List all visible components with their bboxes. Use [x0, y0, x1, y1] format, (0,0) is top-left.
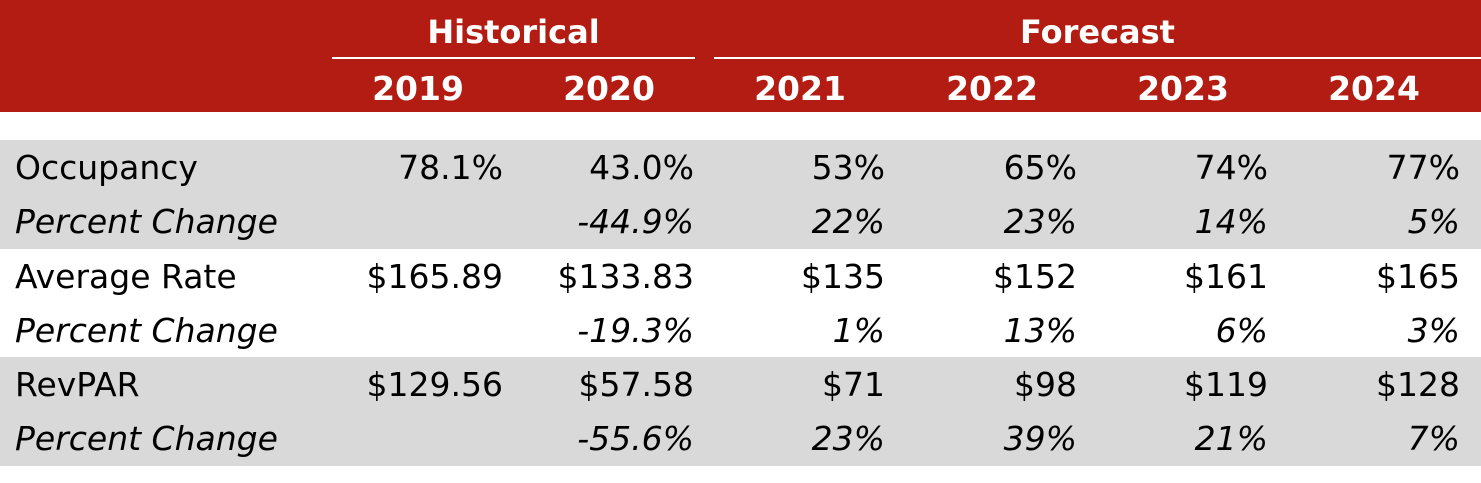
change-cell: 3%: [1407, 311, 1460, 350]
metric-label: RevPAR: [15, 365, 140, 404]
metric-block: RevPAR $129.56 $57.58 $71 $98 $119 $128 Percent…: [0, 357, 1481, 466]
change-cell: 23%: [1003, 202, 1077, 241]
change-cell: 6%: [1215, 311, 1268, 350]
value-cell: 74%: [1194, 148, 1268, 187]
change-cell: 7%: [1407, 419, 1460, 458]
change-cell: 23%: [811, 419, 885, 458]
percent-change-label: Percent Change: [15, 311, 278, 350]
value-cell: $57.58: [578, 365, 694, 404]
year-header: 2021: [754, 69, 846, 108]
value-cell: $71: [822, 365, 885, 404]
change-cell: 5%: [1407, 202, 1460, 241]
percent-change-row: Percent Change -55.6% 23% 39% 21% 7%: [0, 412, 1481, 466]
percent-change-label: Percent Change: [15, 202, 278, 241]
change-cell: 13%: [1003, 311, 1077, 350]
change-cell: 22%: [811, 202, 885, 241]
change-cell: 14%: [1194, 202, 1268, 241]
metric-label: Occupancy: [15, 148, 198, 187]
value-cell: 53%: [811, 148, 885, 187]
group-label-forecast: Forecast: [1020, 13, 1175, 51]
year-header: 2023: [1137, 69, 1229, 108]
change-cell: -19.3%: [577, 311, 694, 350]
change-cell: 1%: [832, 311, 885, 350]
metric-row: Average Rate $165.89 $133.83 $135 $152 $161 $1…: [0, 250, 1481, 304]
group-underline-historical: [332, 57, 695, 59]
metric-block: Average Rate $165.89 $133.83 $135 $152 $161 $1…: [0, 249, 1481, 358]
change-cell: -44.9%: [577, 202, 694, 241]
value-cell: $129.56: [366, 365, 503, 404]
metric-row: Occupancy 78.1% 43.0% 53% 65% 74% 77%: [0, 141, 1481, 195]
metric-label: Average Rate: [15, 257, 237, 296]
value-cell: $135: [801, 257, 885, 296]
value-cell: $165.89: [366, 257, 503, 296]
percent-change-label: Percent Change: [15, 419, 278, 458]
value-cell: $133.83: [557, 257, 694, 296]
change-cell: 39%: [1003, 419, 1077, 458]
value-cell: 77%: [1386, 148, 1460, 187]
group-label-historical: Historical: [427, 13, 600, 51]
value-cell: 78.1%: [398, 148, 503, 187]
table-header: Historical Forecast 2019 2020 2021 2022 …: [0, 0, 1481, 112]
value-cell: $119: [1184, 365, 1268, 404]
metric-block: Occupancy 78.1% 43.0% 53% 65% 74% 77% Percent C…: [0, 140, 1481, 249]
change-cell: 21%: [1194, 419, 1268, 458]
year-header: 2024: [1328, 69, 1420, 108]
year-header: 2020: [563, 69, 655, 108]
change-cell: -55.6%: [577, 419, 694, 458]
value-cell: 65%: [1003, 148, 1077, 187]
percent-change-row: Percent Change -44.9% 22% 23% 14% 5%: [0, 195, 1481, 249]
value-cell: $128: [1376, 365, 1460, 404]
value-cell: 43.0%: [589, 148, 694, 187]
value-cell: $98: [1014, 365, 1077, 404]
year-header: 2019: [372, 69, 464, 108]
year-header: 2022: [946, 69, 1038, 108]
value-cell: $152: [993, 257, 1077, 296]
group-underline-forecast: [714, 57, 1481, 59]
metric-row: RevPAR $129.56 $57.58 $71 $98 $119 $128: [0, 358, 1481, 412]
percent-change-row: Percent Change -19.3% 1% 13% 6% 3%: [0, 304, 1481, 358]
value-cell: $165: [1376, 257, 1460, 296]
value-cell: $161: [1184, 257, 1268, 296]
